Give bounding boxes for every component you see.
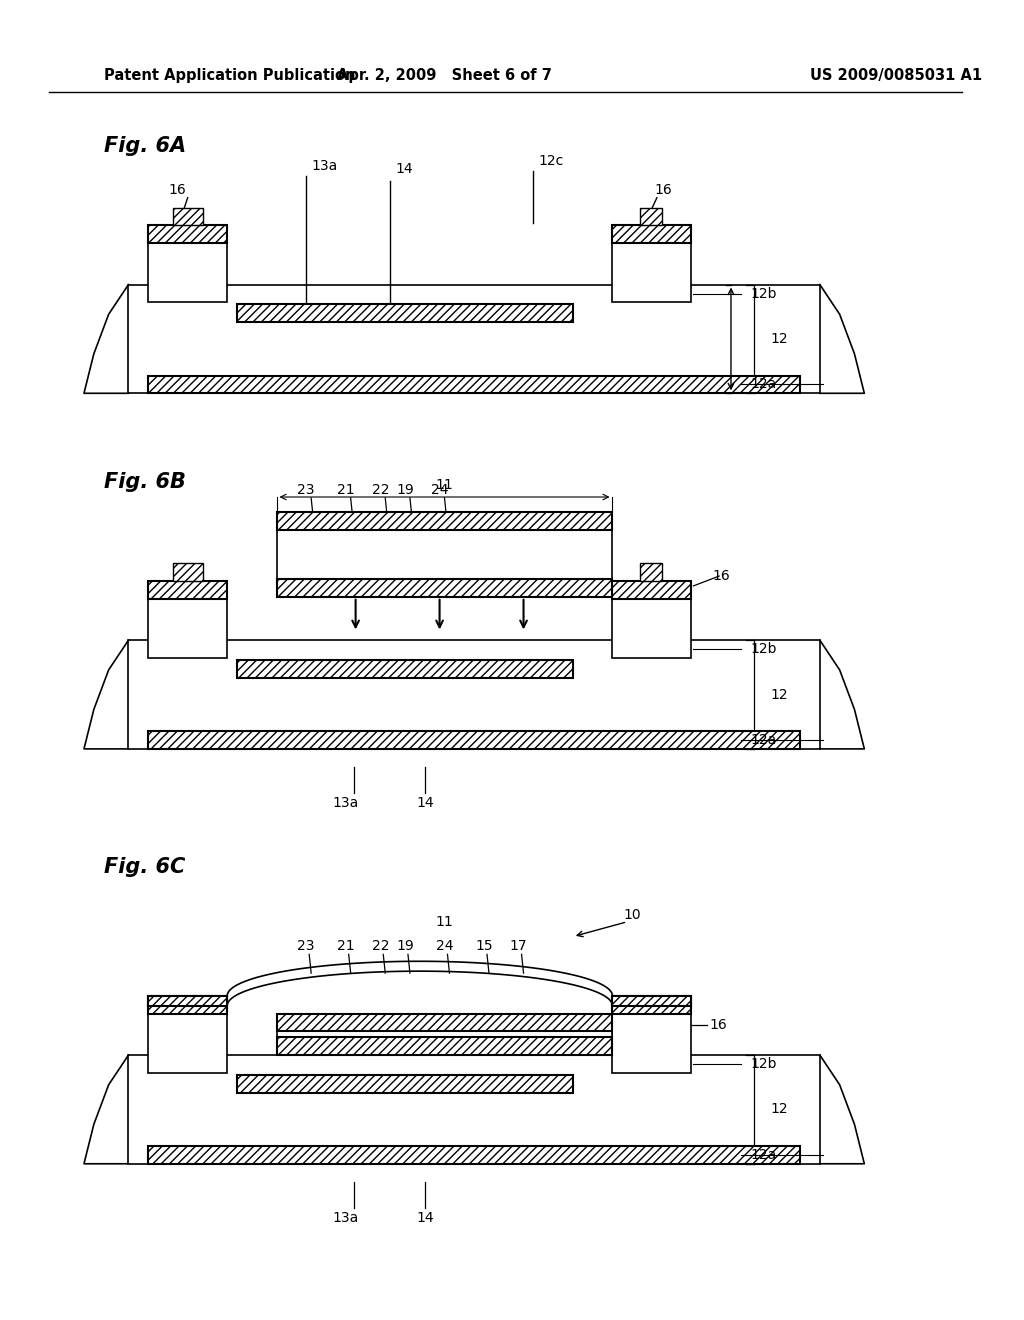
Bar xyxy=(640,564,662,581)
Bar xyxy=(128,640,820,748)
Bar xyxy=(276,529,612,579)
Text: 24: 24 xyxy=(431,483,449,498)
Text: 22: 22 xyxy=(372,483,389,498)
Text: 22: 22 xyxy=(372,940,389,953)
Text: 19: 19 xyxy=(396,483,414,498)
Text: 15: 15 xyxy=(475,940,493,953)
Text: 21: 21 xyxy=(337,483,354,498)
Bar xyxy=(612,226,691,243)
Text: 14: 14 xyxy=(416,1212,433,1225)
Text: Fig. 6B: Fig. 6B xyxy=(103,473,185,492)
Bar xyxy=(612,995,691,1006)
Text: 12: 12 xyxy=(770,688,788,701)
Bar xyxy=(148,581,227,659)
Bar xyxy=(148,226,227,302)
Text: Fig. 6A: Fig. 6A xyxy=(103,136,185,156)
Text: Patent Application Publication: Patent Application Publication xyxy=(103,67,355,83)
Bar xyxy=(276,1014,612,1055)
Text: Fig. 6C: Fig. 6C xyxy=(103,858,185,878)
Bar xyxy=(276,1014,612,1031)
Bar xyxy=(148,731,800,748)
Text: 16: 16 xyxy=(710,1019,727,1032)
Bar xyxy=(640,207,662,226)
Bar xyxy=(148,1146,800,1164)
Bar xyxy=(128,1055,820,1164)
Bar xyxy=(238,1074,573,1093)
Text: 12: 12 xyxy=(770,1102,788,1117)
Bar xyxy=(148,995,227,1073)
Text: 12c: 12c xyxy=(539,154,563,168)
Bar xyxy=(173,564,203,581)
Text: 12a: 12a xyxy=(751,1148,777,1162)
Bar xyxy=(276,1038,612,1055)
Text: 14: 14 xyxy=(395,162,413,176)
Text: 13a: 13a xyxy=(333,1212,358,1225)
Bar xyxy=(612,581,691,659)
Bar xyxy=(148,995,227,1006)
Bar xyxy=(238,660,573,677)
Text: 13a: 13a xyxy=(311,160,338,173)
Text: 19: 19 xyxy=(396,940,414,953)
Text: 16: 16 xyxy=(655,182,673,197)
Text: 16: 16 xyxy=(713,569,730,583)
Bar xyxy=(612,995,691,1014)
Text: 12b: 12b xyxy=(751,642,777,656)
Bar xyxy=(276,512,612,529)
Bar xyxy=(128,285,820,393)
Text: 10: 10 xyxy=(624,908,641,921)
Text: 16: 16 xyxy=(169,182,186,197)
Bar xyxy=(148,995,227,1014)
Text: 13a: 13a xyxy=(333,796,358,810)
Text: 12b: 12b xyxy=(751,1057,777,1071)
Text: 17: 17 xyxy=(510,940,527,953)
Bar xyxy=(612,226,691,302)
Bar xyxy=(612,995,691,1073)
Text: 23: 23 xyxy=(297,940,315,953)
Bar xyxy=(148,375,800,393)
Text: 24: 24 xyxy=(436,940,454,953)
Text: 12: 12 xyxy=(770,331,788,346)
Text: US 2009/0085031 A1: US 2009/0085031 A1 xyxy=(810,67,982,83)
Text: 12b: 12b xyxy=(751,286,777,301)
Text: 12a: 12a xyxy=(751,733,777,747)
Bar xyxy=(148,226,227,243)
Text: 11: 11 xyxy=(435,915,454,929)
Bar xyxy=(612,581,691,599)
Bar xyxy=(173,207,203,226)
Text: Apr. 2, 2009   Sheet 6 of 7: Apr. 2, 2009 Sheet 6 of 7 xyxy=(337,67,552,83)
Text: 21: 21 xyxy=(337,940,354,953)
Text: 11: 11 xyxy=(435,478,454,492)
Bar xyxy=(238,305,573,322)
Bar xyxy=(276,579,612,597)
Text: 23: 23 xyxy=(297,483,315,498)
Text: 12a: 12a xyxy=(751,378,777,392)
Bar xyxy=(148,581,227,599)
Text: 14: 14 xyxy=(416,796,433,810)
